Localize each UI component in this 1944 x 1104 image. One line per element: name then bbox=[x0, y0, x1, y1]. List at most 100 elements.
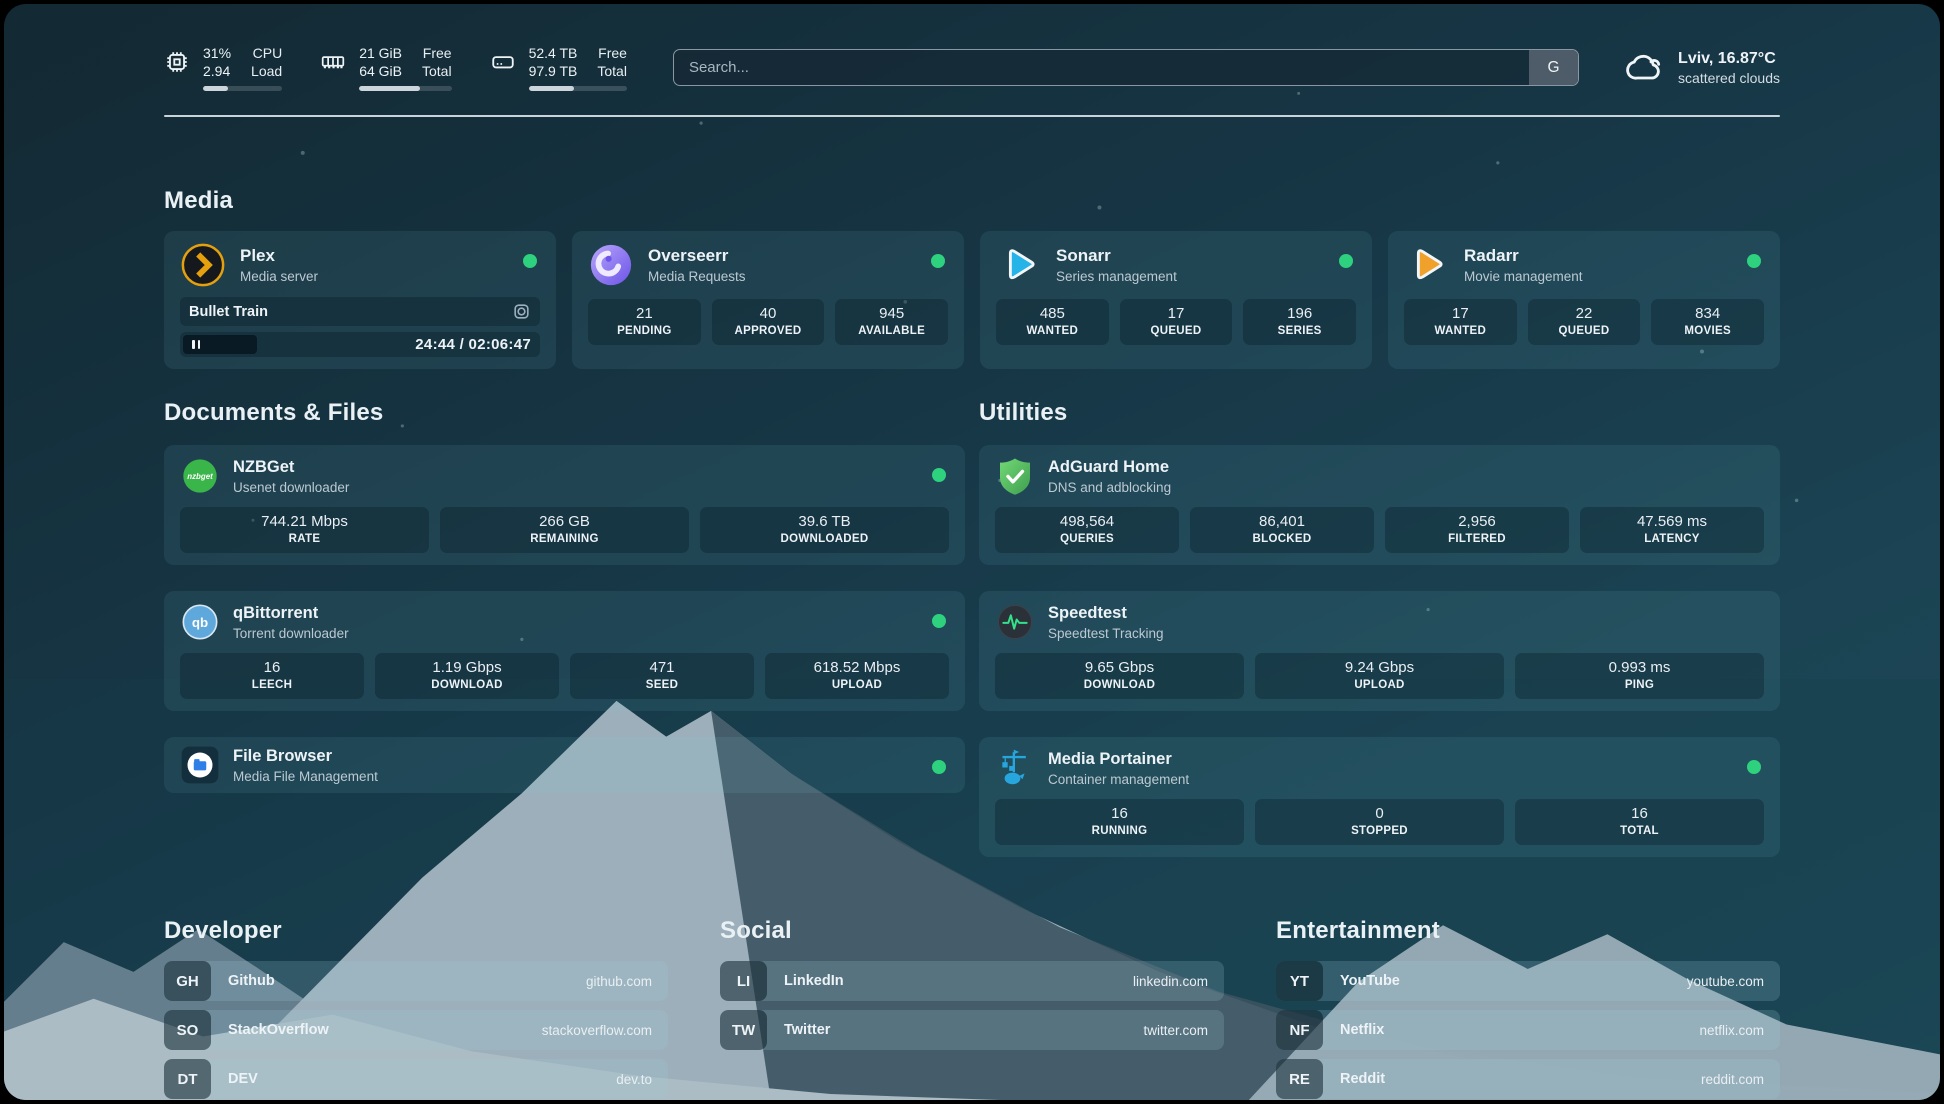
stat-tile: 1.19 Gbps DOWNLOAD bbox=[375, 653, 559, 700]
top-bar: 31% 2.94 CPU Load bbox=[164, 44, 1780, 92]
disk-icon bbox=[491, 56, 514, 69]
portainer-icon bbox=[1002, 750, 1026, 785]
cpu-icon bbox=[167, 52, 187, 72]
card-portainer[interactable]: Media Portainer Container management 16 R… bbox=[979, 737, 1780, 858]
bookmark-name: StackOverflow bbox=[228, 1022, 329, 1039]
overseerr-subtitle: Media Requests bbox=[648, 269, 746, 285]
cpu-values: 31% 2.94 bbox=[203, 45, 232, 80]
stat-tile: 40 APPROVED bbox=[711, 299, 825, 346]
stat-tile: 22 QUEUED bbox=[1527, 299, 1641, 346]
memory-icon bbox=[322, 56, 345, 69]
search-bar: G bbox=[672, 49, 1580, 87]
bookmark-reddit[interactable]: RE Reddit reddit.com bbox=[1276, 1059, 1780, 1100]
bookmark-abbr: LI bbox=[720, 961, 767, 1002]
plex-status-dot bbox=[523, 254, 537, 269]
bookmark-name: Reddit bbox=[1340, 1071, 1386, 1088]
filebrowser-status-dot bbox=[932, 760, 946, 775]
radarr-status-dot bbox=[1747, 254, 1761, 269]
section-media: Media Plex Media server bbox=[164, 187, 1780, 370]
bookmark-abbr: RE bbox=[1276, 1059, 1323, 1100]
bookmark-name: YouTube bbox=[1340, 973, 1400, 990]
bookmark-name: Netflix bbox=[1340, 1022, 1385, 1039]
portainer-subtitle: Container management bbox=[1048, 771, 1190, 787]
stat-tile: 16 LEECH bbox=[180, 653, 364, 700]
bookmark-url: stackoverflow.com bbox=[541, 1022, 652, 1038]
bookmark-name: Twitter bbox=[784, 1022, 831, 1039]
bookmark-stackoverflow[interactable]: SO StackOverflow stackoverflow.com bbox=[164, 1010, 668, 1051]
section-title-media: Media bbox=[164, 187, 234, 215]
stat-tile: 0 STOPPED bbox=[1255, 799, 1504, 846]
stat-tile: 86,401 BLOCKED bbox=[1190, 507, 1374, 554]
cloud-icon bbox=[1626, 54, 1661, 80]
stat-tile: 485 WANTED bbox=[996, 299, 1109, 346]
plex-now-playing-title: Bullet Train bbox=[189, 303, 268, 320]
bookmark-twitter[interactable]: TW Twitter twitter.com bbox=[720, 1010, 1224, 1051]
bookmark-github[interactable]: GH Github github.com bbox=[164, 961, 668, 1002]
cpu-progress-bar bbox=[203, 86, 283, 92]
qbittorrent-subtitle: Torrent downloader bbox=[233, 625, 349, 641]
search-input[interactable] bbox=[673, 59, 1530, 77]
card-overseerr[interactable]: Overseerr Media Requests 21 PENDING 40 APP… bbox=[572, 231, 964, 370]
card-sonarr[interactable]: Sonarr Series management 485 WANTED 17 QUE… bbox=[980, 231, 1372, 370]
bookmark-url: linkedin.com bbox=[1132, 973, 1208, 989]
sonarr-title: Sonarr bbox=[1056, 246, 1111, 266]
weather-condition: scattered clouds bbox=[1678, 69, 1780, 86]
bookmark-netflix[interactable]: NF Netflix netflix.com bbox=[1276, 1010, 1780, 1051]
overseerr-icon bbox=[590, 245, 632, 286]
bookmark-abbr: TW bbox=[720, 1010, 767, 1051]
weather-widget: Lviv, 16.87°C scattered clouds bbox=[1625, 48, 1780, 88]
stat-tile: 266 GB REMAINING bbox=[440, 507, 689, 554]
section-utilities: Utilities AdGuard Home bbox=[979, 399, 1780, 858]
section-title-documents: Documents & Files bbox=[164, 399, 384, 427]
stat-tile: 744.21 Mbps RATE bbox=[180, 507, 429, 554]
adguard-title: AdGuard Home bbox=[1048, 457, 1170, 476]
bookmark-name: DEV bbox=[228, 1071, 258, 1088]
stat-tile: 2,956 FILTERED bbox=[1385, 507, 1569, 554]
stat-tile: 17 QUEUED bbox=[1119, 299, 1233, 346]
bookmark-url: github.com bbox=[585, 973, 652, 989]
topbar-divider bbox=[164, 115, 1780, 118]
card-plex[interactable]: Plex Media server Bullet Train bbox=[164, 231, 556, 370]
session-view-icon bbox=[514, 304, 529, 319]
filebrowser-subtitle: Media File Management bbox=[233, 768, 378, 784]
stat-tile: 21 PENDING bbox=[588, 299, 701, 346]
bookmark-abbr: YT bbox=[1276, 961, 1323, 1002]
bookmark-url: reddit.com bbox=[1700, 1071, 1764, 1087]
stat-tile: 47.569 ms LATENCY bbox=[1580, 507, 1764, 554]
card-qbittorrent[interactable]: qb qBittorrent Torrent downloader 16 LEEC… bbox=[164, 591, 965, 712]
mountain-background bbox=[4, 91, 1940, 1100]
radarr-icon bbox=[1416, 249, 1443, 280]
stat-tile: 16 RUNNING bbox=[995, 799, 1244, 846]
overseerr-status-dot bbox=[931, 254, 945, 269]
bookmark-linkedin[interactable]: LI LinkedIn linkedin.com bbox=[720, 961, 1224, 1002]
bookmark-youtube[interactable]: YT YouTube youtube.com bbox=[1276, 961, 1780, 1002]
stat-tile: 618.52 Mbps UPLOAD bbox=[765, 653, 949, 700]
sonarr-subtitle: Series management bbox=[1056, 269, 1177, 285]
stat-tile: 17 WANTED bbox=[1404, 299, 1517, 346]
portainer-status-dot bbox=[1747, 760, 1761, 775]
stat-tile: 196 SERIES bbox=[1243, 299, 1356, 346]
card-speedtest[interactable]: Speedtest Speedtest Tracking 9.65 Gbps DO… bbox=[979, 591, 1780, 712]
plex-now-playing: Bullet Train bbox=[180, 297, 540, 327]
card-radarr[interactable]: Radarr Movie management 17 WANTED 22 QUEUE… bbox=[1388, 231, 1780, 370]
card-nzbget[interactable]: nzbget NZBGet Usenet downloader 744.21 M… bbox=[164, 445, 965, 566]
svg-text:nzbget: nzbget bbox=[187, 472, 213, 481]
adguard-icon bbox=[1000, 458, 1030, 496]
disk-labels: Free Total bbox=[597, 45, 627, 80]
stat-tile: 498,564 QUERIES bbox=[995, 507, 1179, 554]
section-social: Social LI LinkedIn linkedin.com TW Twitt… bbox=[720, 917, 1224, 1099]
portainer-title: Media Portainer bbox=[1048, 749, 1172, 768]
card-filebrowser[interactable]: File Browser Media File Management bbox=[164, 737, 965, 794]
plex-title: Plex bbox=[240, 246, 275, 266]
bookmark-dev[interactable]: DT DEV dev.to bbox=[164, 1059, 668, 1100]
section-developer: Developer GH Github github.com SO StackO… bbox=[164, 917, 668, 1100]
memory-values: 21 GiB 64 GiB bbox=[359, 45, 402, 80]
section-documents: Documents & Files nzbget NZBGet Usenet d… bbox=[164, 399, 965, 857]
pause-button bbox=[183, 335, 257, 355]
disk-metric: 52.4 TB 97.9 TB Free Total bbox=[490, 44, 627, 92]
card-adguard[interactable]: AdGuard Home DNS and adblocking 498,564 Q… bbox=[979, 445, 1780, 566]
plex-icon bbox=[181, 244, 225, 287]
overseerr-title: Overseerr bbox=[648, 246, 729, 266]
search-engine-button[interactable]: G bbox=[1529, 50, 1579, 86]
system-metrics: 31% 2.94 CPU Load bbox=[164, 44, 627, 92]
